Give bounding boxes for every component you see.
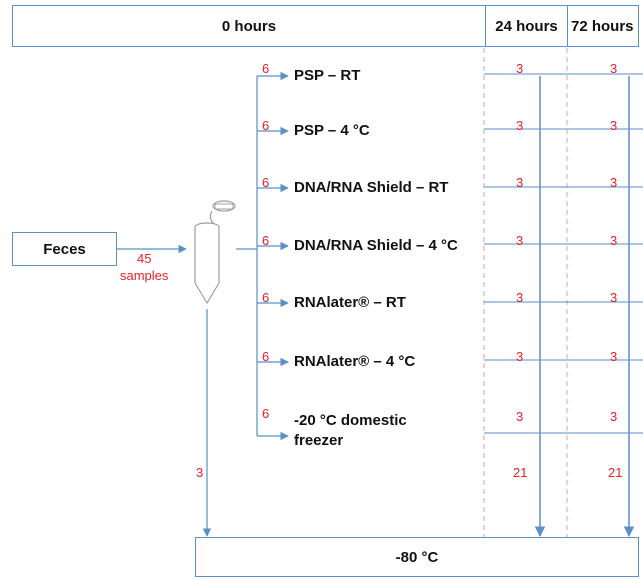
condition-count: 6 — [262, 406, 270, 421]
count-24h: 3 — [516, 61, 524, 76]
intake-unit: samples — [120, 268, 169, 283]
direct-count: 3 — [196, 465, 204, 480]
count-24h: 3 — [516, 118, 524, 133]
condition-label: -20 °C domestic freezer — [294, 412, 407, 449]
time-header: 0 hours 24 hours 72 hours — [12, 5, 639, 47]
header-24-hours: 24 hours — [485, 6, 567, 46]
condition-label: RNAlater® – RT — [294, 294, 406, 311]
condition-count: 6 — [262, 233, 270, 248]
condition-count: 6 — [262, 349, 270, 364]
count-72h: 3 — [610, 233, 618, 248]
condition-label: PSP – 4 °C — [294, 122, 370, 139]
condition-label: DNA/RNA Shield – RT — [294, 179, 449, 196]
count-72h: 3 — [610, 290, 618, 305]
header-72-hours: 72 hours — [567, 6, 641, 46]
count-72h: 3 — [610, 349, 618, 364]
count-24h: 3 — [516, 233, 524, 248]
count-72h: 3 — [610, 61, 618, 76]
count-24h: 3 — [516, 409, 524, 424]
intake-count: 45 — [137, 251, 152, 266]
feces-box: Feces — [12, 232, 117, 266]
condition-label: RNAlater® – 4 °C — [294, 353, 416, 370]
count-72h: 3 — [610, 175, 618, 190]
condition-label: PSP – RT — [294, 67, 361, 84]
condition-count: 6 — [262, 290, 270, 305]
count-24h: 3 — [516, 349, 524, 364]
count-72h: 3 — [610, 118, 618, 133]
minus-80-box: -80 °C — [195, 537, 639, 577]
sample-tube-icon — [194, 200, 236, 305]
condition-count: 6 — [262, 175, 270, 190]
condition-count: 6 — [262, 61, 270, 76]
count-24h: 3 — [516, 175, 524, 190]
condition-count: 6 — [262, 118, 270, 133]
total-24h: 21 — [513, 465, 528, 480]
count-24h: 3 — [516, 290, 524, 305]
condition-label: DNA/RNA Shield – 4 °C — [294, 237, 458, 254]
count-72h: 3 — [610, 409, 618, 424]
header-0-hours: 0 hours — [221, 17, 277, 35]
total-72h: 21 — [608, 465, 623, 480]
